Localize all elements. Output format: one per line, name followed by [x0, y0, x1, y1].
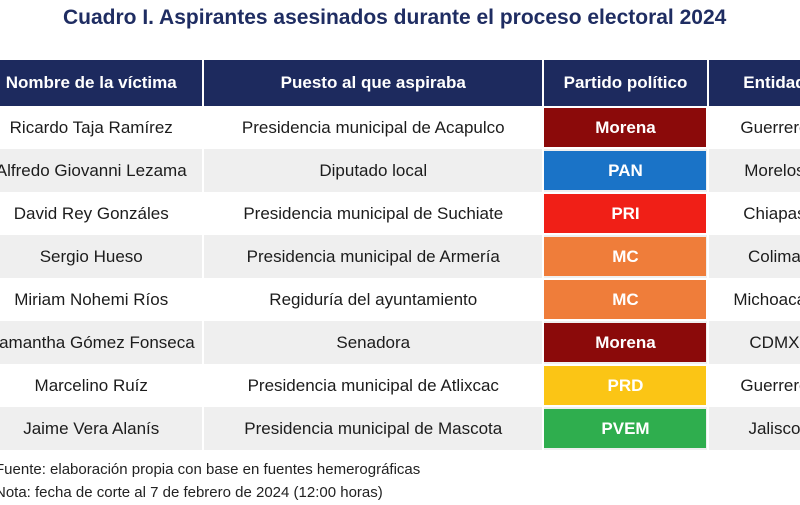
party-cell: PVEM	[544, 407, 707, 450]
column-divider	[202, 278, 205, 321]
victim-name: Marcelino Ruíz	[34, 375, 148, 395]
column-divider	[542, 192, 545, 235]
state-name: Morelos	[744, 160, 800, 180]
state-name: Michoacán	[733, 289, 800, 309]
table-row: Marcelino Ruíz Presidencia municipal de A…	[0, 364, 800, 407]
victim-name: Sergio Hueso	[39, 246, 143, 266]
source-note: Fuente: elaboración propia con base en f…	[0, 461, 421, 478]
state-name: Chiapas	[743, 203, 800, 223]
column-divider	[542, 407, 545, 450]
column-divider	[706, 106, 709, 149]
state-name: CDMX	[749, 332, 800, 352]
table-header-row: Nombre de la víctima Puesto al que aspir…	[0, 60, 800, 106]
column-divider	[202, 60, 205, 106]
column-divider	[542, 106, 545, 149]
column-divider	[542, 60, 545, 106]
aspired-post: Senadora	[336, 332, 411, 352]
party-badge: PRD	[544, 366, 707, 405]
column-divider	[542, 149, 545, 192]
column-divider	[542, 235, 545, 278]
aspired-post: Presidencia municipal de Mascota	[244, 418, 503, 438]
aspired-post: Presidencia municipal de Atlixcac	[247, 375, 499, 395]
column-divider	[202, 364, 205, 407]
party-badge: MC	[544, 237, 707, 276]
party-badge: PAN	[544, 151, 707, 190]
victim-name: Ricardo Taja Ramírez	[9, 117, 173, 137]
column-divider	[542, 364, 545, 407]
column-divider	[706, 407, 709, 450]
party-cell: Morena	[544, 106, 707, 149]
party-cell: MC	[544, 278, 707, 321]
column-divider	[202, 192, 205, 235]
table-row: Alfredo Giovanni Lezama Diputado local PAN…	[0, 149, 800, 192]
column-divider	[706, 192, 709, 235]
party-cell: PRD	[544, 364, 707, 407]
table-row: Samantha Gómez Fonseca Senadora Morena CDMX	[0, 321, 800, 364]
table-title: Cuadro I. Aspirantes asesinados durante …	[63, 6, 727, 29]
victim-name: Miriam Nohemi Ríos	[14, 289, 169, 309]
column-divider	[542, 321, 545, 364]
party-cell: MC	[544, 235, 707, 278]
party-cell: Morena	[544, 321, 707, 364]
victim-name: Jaime Vera Alanís	[23, 418, 160, 438]
column-divider	[706, 149, 709, 192]
column-divider	[202, 407, 205, 450]
victims-table: Nombre de la víctima Puesto al que aspir…	[0, 60, 800, 450]
aspired-post: Diputado local	[319, 160, 428, 180]
party-cell: PAN	[544, 149, 707, 192]
column-divider	[202, 321, 205, 364]
column-divider	[202, 235, 205, 278]
header-post: Puesto al que aspiraba	[280, 73, 466, 92]
aspired-post: Presidencia municipal de Armería	[246, 246, 500, 266]
header-state: Entidad	[743, 73, 800, 92]
party-badge: PRI	[544, 194, 707, 233]
table-row: Miriam Nohemi Ríos Regiduría del ayuntami…	[0, 278, 800, 321]
column-divider	[542, 278, 545, 321]
header-party: Partido político	[563, 73, 688, 92]
table-row: Jaime Vera Alanís Presidencia municipal d…	[0, 407, 800, 450]
column-divider	[706, 235, 709, 278]
state-name: Guerrero	[740, 375, 800, 395]
aspired-post: Regiduría del ayuntamiento	[269, 289, 478, 309]
table-row: Ricardo Taja Ramírez Presidencia municipa…	[0, 106, 800, 149]
column-divider	[706, 321, 709, 364]
column-divider	[706, 278, 709, 321]
party-badge: Morena	[544, 108, 707, 147]
state-name: Guerrero	[740, 117, 800, 137]
table-body: Ricardo Taja Ramírez Presidencia municipa…	[0, 106, 800, 450]
aspired-post: Presidencia municipal de Suchiate	[243, 203, 504, 223]
column-divider	[202, 106, 205, 149]
state-name: Colima	[747, 246, 800, 266]
aspired-post: Presidencia municipal de Acapulco	[241, 117, 505, 137]
party-badge: PVEM	[544, 409, 707, 448]
state-name: Jalisco	[748, 418, 800, 438]
table-notes: Fuente: elaboración propia con base en f…	[0, 458, 420, 504]
victim-name: David Rey Gonzáles	[13, 203, 169, 223]
header-name: Nombre de la víctima	[5, 73, 177, 92]
table-row: Sergio Hueso Presidencia municipal de Arm…	[0, 235, 800, 278]
victim-name: Samantha Gómez Fonseca	[0, 332, 195, 352]
table-row: David Rey Gonzáles Presidencia municipal …	[0, 192, 800, 235]
party-cell: PRI	[544, 192, 707, 235]
victim-name: Alfredo Giovanni Lezama	[0, 160, 187, 180]
column-divider	[202, 149, 205, 192]
party-badge: Morena	[544, 323, 707, 362]
column-divider	[706, 364, 709, 407]
cutoff-note: Nota: fecha de corte al 7 de febrero de …	[0, 484, 383, 501]
column-divider	[706, 60, 709, 106]
party-badge: MC	[544, 280, 707, 319]
